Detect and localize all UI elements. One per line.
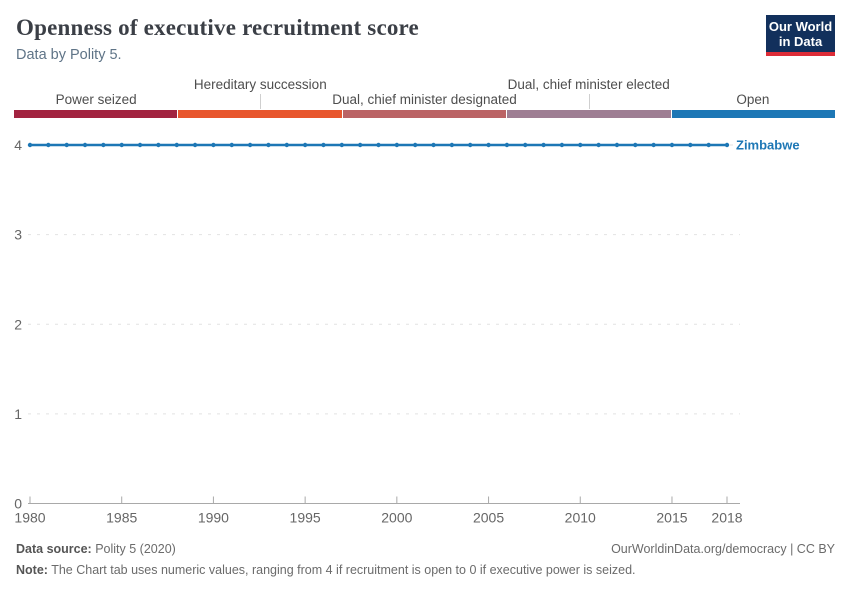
data-point[interactable] [412, 142, 418, 148]
data-point[interactable] [486, 142, 491, 148]
data-point[interactable] [229, 142, 234, 148]
data-point[interactable] [82, 142, 88, 148]
note-label: Note: [16, 563, 48, 577]
x-tick-label: 1995 [290, 510, 321, 526]
color-scale-legend: Power seized Hereditary succession Dual, c… [14, 73, 836, 118]
data-point[interactable] [64, 142, 69, 148]
data-point[interactable] [523, 142, 528, 148]
scale-label: Hereditary succession [193, 77, 327, 92]
x-tick-label: 1980 [14, 510, 45, 526]
data-point[interactable] [614, 142, 620, 148]
data-point[interactable] [578, 142, 583, 148]
data-point[interactable] [394, 142, 400, 148]
data-point[interactable] [706, 142, 711, 148]
scale-segment-power-seized [14, 110, 178, 118]
credit-link[interactable]: OurWorldinData.org/democracy | CC BY [611, 542, 835, 556]
data-source-label: Data source: [16, 542, 92, 556]
data-point[interactable] [156, 142, 161, 148]
scale-label: Dual, chief minister elected [507, 77, 670, 92]
data-point[interactable] [468, 142, 473, 148]
series-label-zimbabwe[interactable]: Zimbabwe [736, 138, 800, 153]
chart-title: Openness of executive recruitment score [16, 15, 419, 40]
scale-segment-dual-chief-minister-designated [342, 110, 507, 118]
scale-label-leader [260, 94, 262, 109]
data-point[interactable] [431, 142, 436, 148]
x-tick-label: 1990 [198, 510, 229, 526]
scale-label: Open [736, 92, 770, 107]
data-point[interactable] [302, 142, 308, 148]
owid-logo-line1: Our World [768, 19, 833, 34]
y-tick-label: 0 [14, 496, 22, 512]
scale-segment-open [671, 110, 836, 118]
chart-header: Openness of executive recruitment score … [0, 0, 850, 63]
x-tick-label: 2010 [565, 510, 596, 526]
data-point[interactable] [504, 142, 510, 148]
data-point[interactable] [688, 142, 693, 148]
chart-canvas[interactable]: 0 1 2 3 4 1980 1985 1990 1995 2000 2005 2010 2015 201… [0, 118, 850, 538]
data-point[interactable] [339, 142, 345, 148]
x-tick-label: 2005 [473, 510, 504, 526]
y-gridlines [28, 144, 740, 415]
data-point[interactable] [284, 142, 289, 148]
chart-note: Note: The Chart tab uses numeric values,… [16, 563, 835, 577]
data-point[interactable] [633, 142, 638, 148]
scale-label-leader [588, 94, 590, 109]
data-point[interactable] [137, 142, 143, 148]
data-point[interactable] [669, 142, 675, 148]
scale-bar [14, 110, 836, 118]
y-tick-label: 1 [14, 406, 22, 422]
owid-logo[interactable]: Our World in Data [766, 15, 835, 56]
y-axis-labels: 0 1 2 3 4 [14, 137, 22, 512]
data-source: Data source: Polity 5 (2020) [16, 542, 176, 556]
data-point[interactable] [119, 142, 124, 148]
data-point[interactable] [266, 142, 271, 148]
data-point[interactable] [192, 142, 198, 148]
data-source-value: Polity 5 (2020) [91, 542, 176, 556]
data-series-zimbabwe[interactable]: Zimbabwe [27, 138, 800, 153]
chart-footer: Data source: Polity 5 (2020) OurWorldinD… [0, 538, 850, 577]
data-point[interactable] [211, 142, 216, 148]
y-tick-label: 4 [14, 137, 22, 153]
x-axis: 1980 1985 1990 1995 2000 2005 2010 2015 2018 [14, 496, 743, 526]
note-value: The Chart tab uses numeric values, rangi… [47, 563, 636, 577]
data-point[interactable] [101, 142, 106, 148]
data-point[interactable] [449, 142, 455, 148]
x-tick-label: 2000 [381, 510, 412, 526]
data-point[interactable] [651, 142, 656, 148]
scale-segment-dual-chief-minister-elected [507, 110, 671, 118]
scale-label: Power seized [55, 92, 137, 107]
data-point[interactable] [46, 142, 51, 148]
data-point[interactable] [724, 142, 730, 148]
chart-subtitle: Data by Polity 5. [16, 47, 122, 63]
data-point[interactable] [247, 142, 253, 148]
data-point[interactable] [559, 142, 565, 148]
scale-segment-hereditary-succession [178, 110, 342, 118]
data-point[interactable] [321, 142, 326, 148]
data-point[interactable] [174, 142, 179, 148]
line-chart[interactable]: 0 1 2 3 4 1980 1985 1990 1995 2000 2005 2010 2015 201… [0, 118, 850, 538]
x-tick-label: 2018 [711, 510, 742, 526]
data-point[interactable] [27, 142, 33, 148]
owid-logo-line2: in Data [778, 34, 823, 49]
data-point[interactable] [376, 142, 381, 148]
data-point[interactable] [596, 142, 601, 148]
x-tick-label: 2015 [656, 510, 687, 526]
scale-label: Dual, chief minister designated [332, 92, 517, 107]
y-tick-label: 2 [14, 316, 22, 332]
y-tick-label: 3 [14, 227, 22, 243]
x-tick-label: 1985 [106, 510, 137, 526]
data-point[interactable] [541, 142, 546, 148]
data-point[interactable] [357, 142, 363, 148]
